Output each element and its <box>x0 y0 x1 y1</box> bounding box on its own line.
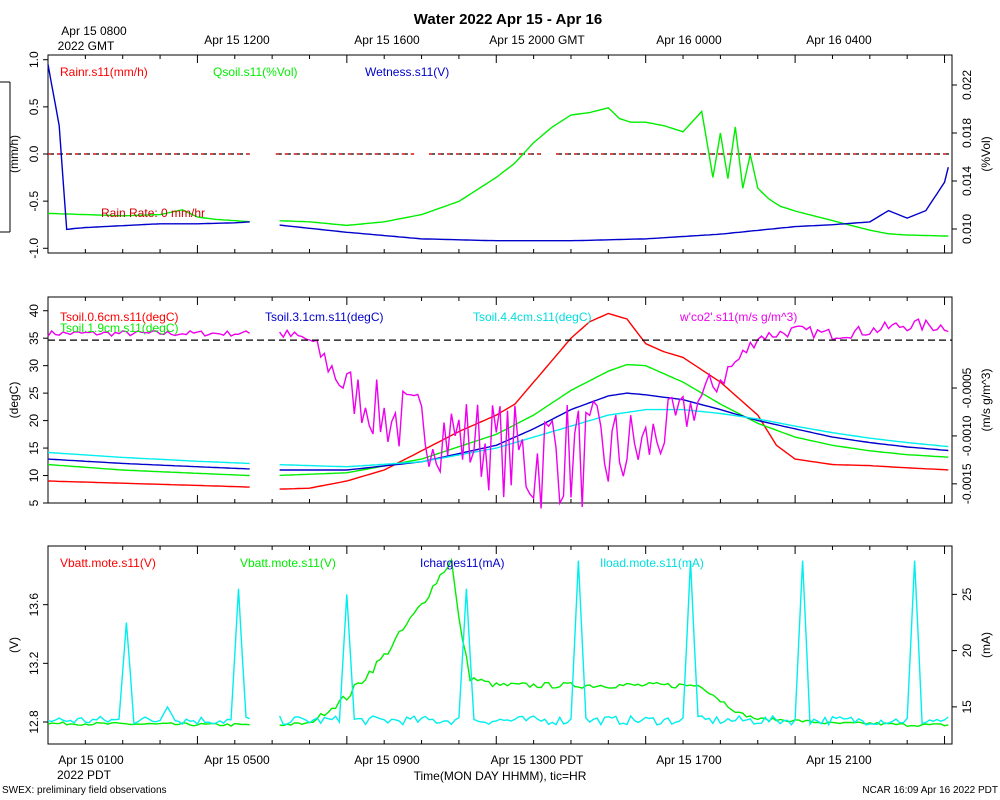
y-tick-label-right: -0.0005 <box>960 367 974 408</box>
series-tsoil-0-6cm-s11-degc <box>279 312 949 490</box>
series-tsoil-4-4cm-s11-degc <box>279 408 949 468</box>
panel3: 13.6 13.2 12.8 25 20 15 (V) (mA) Vbatt.mote.s… <box>7 545 993 745</box>
y-tick-label-left: 13.2 <box>27 651 41 675</box>
legend-iload: Iload.mote.s11(mA) <box>600 556 704 570</box>
footer-right: NCAR 16:09 Apr 16 2022 PDT <box>862 785 998 796</box>
top-axis-first-label-line1: Apr 15 0800 <box>61 24 127 38</box>
y-tick-label-left: -0.5 <box>27 190 41 211</box>
panel2-ticks: 40 35 30 25 20 15 10 5 -0.0005 -0.0010 -0.0015 <box>27 297 974 506</box>
panel1: 1.0 0.5 0.0 -0.5 -1.0 0.022 0.018 0.014 0.010 (m… <box>7 51 993 259</box>
legend-wetness: Wetness.s11(V) <box>365 65 449 79</box>
series-tsoil-3-1cm-s11-degc <box>47 458 250 470</box>
y-tick-label-right: -0.0015 <box>960 463 974 504</box>
y-tick-label-left: 30 <box>27 359 41 373</box>
y-tick-label-left: 12.8 <box>27 710 41 734</box>
y-tick-label-left: 0.5 <box>27 98 41 115</box>
series-iload-mote-s11-ma <box>278 560 949 727</box>
top-axis-label-4: Apr 16 0000 <box>656 33 722 47</box>
panel3-series <box>47 557 949 728</box>
y-tick-label-right: 15 <box>960 700 974 714</box>
legend-tsoil-0-6: Tsoil.0.6cm.s11(degC) <box>60 310 179 324</box>
panel2-ylabel-right: (m/s g/m^3) <box>979 369 993 432</box>
panel2: 40 35 30 25 20 15 10 5 -0.0005 -0.0010 -0.0015 (de… <box>7 296 993 509</box>
panel2-series <box>47 312 952 509</box>
y-tick-label-left: 35 <box>27 331 41 345</box>
series-qsoil-s11-vol <box>47 209 250 223</box>
bottom-axis-label-3: Apr 15 1300 PDT <box>491 753 584 767</box>
bottom-axis-label-5: Apr 15 2100 <box>806 753 872 767</box>
legend-rainr: Rainr.s11(mm/h) <box>60 65 148 79</box>
panel1-ticks: 1.0 0.5 0.0 -0.5 -1.0 0.022 0.018 0.014 0.010 <box>27 51 974 259</box>
legend-tsoil-4-4: Tsoil.4.4cm.s11(degC) <box>473 310 592 324</box>
series-tsoil-3-1cm-s11-degc <box>279 392 949 471</box>
panel3-frame <box>47 545 953 745</box>
bottom-axis-label-1: Apr 15 0500 <box>204 753 270 767</box>
y-tick-label-left: -1.0 <box>27 238 41 259</box>
y-tick-label-right: 20 <box>960 644 974 658</box>
bottom-axis-first-label-line1: Apr 15 0100 <box>58 753 124 767</box>
top-time-axis: Apr 15 0800 2022 GMT Apr 15 1200 Apr 15 … <box>58 24 872 53</box>
y-tick-label-left: 25 <box>27 386 41 400</box>
y-tick-label-left: 20 <box>27 414 41 428</box>
left-edge-markers <box>0 81 11 233</box>
y-tick-label-left: 10 <box>27 469 41 483</box>
y-tick-label-right: 0.022 <box>960 70 974 100</box>
panel3-ylabel-left: (V) <box>7 637 21 653</box>
series-w-co2-s11-m-s-g-m-3 <box>47 329 251 337</box>
top-axis-label-2: Apr 15 1600 <box>354 33 420 47</box>
footer-left: SWEX: preliminary field observations <box>2 785 167 796</box>
series-vbatt-mote-s11-v <box>279 557 949 728</box>
rain-rate-annotation: Rain Rate: 0 mm/hr <box>101 206 205 220</box>
series-w-co2-s11-m-s-g-m-3 <box>279 318 949 509</box>
panel2-frame <box>47 296 953 504</box>
y-tick-label-right: 0.010 <box>960 214 974 244</box>
bottom-time-axis: Apr 15 0100 2022 PDT Apr 15 0500 Apr 15 … <box>57 753 872 783</box>
series-tsoil-0-6cm-s11-degc <box>47 480 250 488</box>
legend-qsoil: Qsoil.s11(%Vol) <box>213 65 297 79</box>
panel1-ylabel-right: (%Vol) <box>979 136 993 171</box>
legend-wco2: w'co2'.s11(m/s g/m^3) <box>679 310 797 324</box>
top-axis-label-1: Apr 15 1200 <box>204 33 270 47</box>
top-axis-label-3: Apr 15 2000 GMT <box>489 33 585 47</box>
y-tick-label-right: 0.014 <box>960 166 974 196</box>
y-tick-label-right: 25 <box>960 587 974 601</box>
y-tick-label-right: 0.018 <box>960 118 974 148</box>
series-qsoil-s11-vol <box>279 107 949 237</box>
legend-vbatt-red: Vbatt.mote.s11(V) <box>60 556 156 570</box>
panel3-ylabel-right: (mA) <box>979 632 993 658</box>
legend-icharge: Icharges11(mA) <box>420 556 504 570</box>
y-tick-label-left: 5 <box>27 499 41 506</box>
top-axis-first-label-line2: 2022 GMT <box>58 39 115 53</box>
x-axis-title: Time(MON DAY HHMM), tic=HR <box>414 769 587 783</box>
y-tick-label-left: 40 <box>27 304 41 318</box>
series-tsoil-4-4cm-s11-degc <box>47 451 250 465</box>
panel1-series <box>47 64 952 242</box>
series-tsoil-1-9cm-s11-degc <box>47 463 250 477</box>
top-axis-label-5: Apr 16 0400 <box>806 33 872 47</box>
series-iload-mote-s11-ma <box>47 588 250 726</box>
panel3-ticks: 13.6 13.2 12.8 25 20 15 <box>27 546 974 744</box>
chart-title: Water 2022 Apr 15 - Apr 16 <box>414 11 602 28</box>
y-tick-label-left: 0.0 <box>27 145 41 162</box>
bottom-axis-label-2: Apr 15 0900 <box>354 753 420 767</box>
series-wetness-s11-v <box>47 64 250 231</box>
panel1-ylabel-left: (mm/h) <box>7 135 21 173</box>
y-tick-label-left: 13.6 <box>27 593 41 617</box>
y-tick-label-right: -0.0010 <box>960 415 974 456</box>
series-vbatt-mote-s11-v <box>47 721 250 727</box>
legend-tsoil-1-9: Tsoil.1.9cm.s11(degC) <box>60 321 179 335</box>
legend-vbatt-green: Vbatt.mote.s11(V) <box>240 556 336 570</box>
y-tick-label-left: 15 <box>27 441 41 455</box>
panel2-ylabel-left: (degC) <box>7 382 21 419</box>
legend-tsoil-3-1: Tsoil.3.1cm.s11(degC) <box>265 310 384 324</box>
y-tick-label-left: 1.0 <box>27 51 41 68</box>
bottom-axis-label-4: Apr 15 1700 <box>656 753 722 767</box>
bottom-axis-first-label-line2: 2022 PDT <box>57 768 112 782</box>
series-wetness-s11-v <box>279 167 949 242</box>
